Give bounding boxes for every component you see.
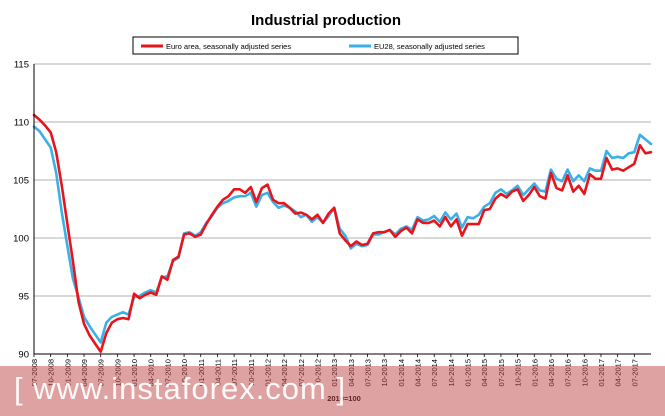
series-line-euro-area	[32, 113, 653, 354]
legend: Euro area, seasonally adjusted series EU…	[132, 36, 519, 55]
series-lines	[32, 113, 653, 354]
y-axis-ticks: 90 95 100 105 110 115	[13, 60, 29, 361]
axes	[33, 64, 651, 355]
legend-label-euro-area: Euro area, seasonally adjusted series	[166, 42, 291, 51]
chart-title: Industrial production	[251, 12, 401, 29]
y-tick-label: 100	[13, 234, 29, 245]
legend-box	[132, 36, 519, 55]
watermark-banner: [ www.instaforex.com ]	[0, 366, 665, 416]
y-tick-label: 115	[14, 60, 29, 71]
grid	[34, 63, 651, 355]
y-tick-label: 95	[18, 292, 29, 303]
y-tick-label: 105	[13, 176, 29, 187]
legend-label-eu28: EU28, seasonally adjusted series	[374, 42, 485, 51]
y-tick-label: 110	[14, 118, 29, 129]
series-line-eu28	[32, 125, 653, 344]
y-tick-label: 90	[18, 350, 29, 361]
watermark-text: [ www.instaforex.com ]	[14, 371, 347, 406]
